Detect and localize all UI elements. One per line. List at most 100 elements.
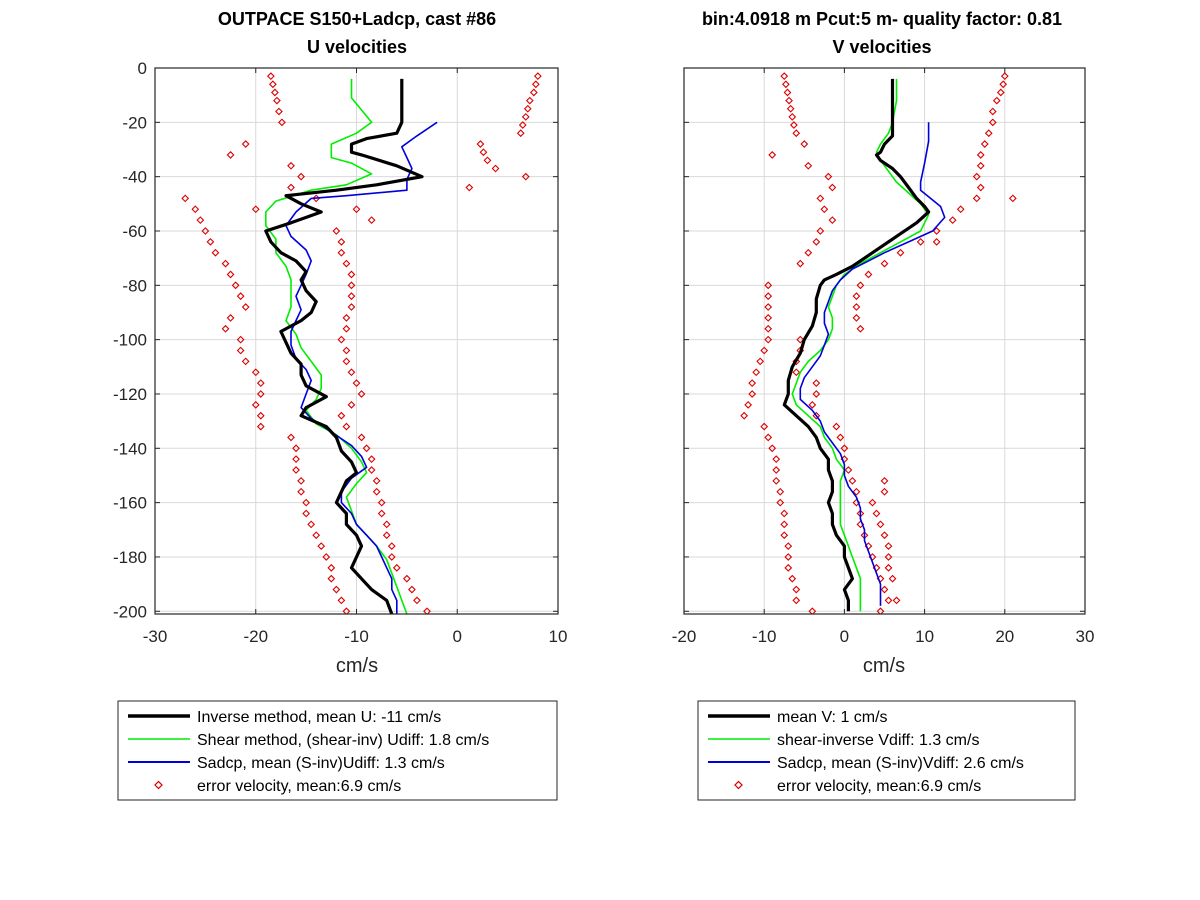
- right-panel-subtitle: V velocities: [832, 37, 931, 57]
- u-ytick-label: -20: [122, 113, 147, 132]
- v-error-velocity-point: [792, 129, 801, 138]
- v-error-velocity-point: [884, 553, 893, 561]
- u-error-velocity-point: [332, 585, 341, 594]
- u-error-velocity-point: [251, 205, 260, 214]
- u-error-velocity-point: [367, 216, 376, 225]
- v-error-velocity-point: [880, 585, 889, 594]
- u-error-velocity-point: [347, 368, 356, 377]
- v-error-velocity-point: [988, 107, 997, 116]
- u-legend-inverse-label: Inverse method, mean U: -11 cm/s: [197, 709, 441, 726]
- u-error-velocity-point: [226, 270, 235, 279]
- u-error-velocity-point: [297, 477, 305, 485]
- u-error-velocity-point: [211, 248, 220, 257]
- u-error-velocity-point: [337, 248, 346, 257]
- v-error-velocity-point: [828, 216, 837, 225]
- v-error-velocity-point: [996, 88, 1005, 97]
- u-xlabel: cm/s: [336, 655, 378, 677]
- v-axes-frame: [683, 67, 1086, 615]
- u-error-velocity-point: [525, 96, 534, 105]
- u-error-velocity-point: [256, 390, 265, 398]
- u-error-velocity-point: [387, 542, 396, 550]
- v-error-velocity-point: [884, 596, 893, 605]
- u-error-velocity-point: [479, 148, 488, 157]
- u-ytick-label: -120: [113, 385, 147, 404]
- v-error-velocity-point: [796, 335, 805, 344]
- v-error-velocity-point: [783, 88, 792, 97]
- v-error-velocity-point: [784, 542, 793, 550]
- u-error-velocity-point: [302, 509, 311, 518]
- v-error-velocity-point: [812, 237, 821, 246]
- u-error-velocity-point: [342, 357, 351, 366]
- v-error-velocity-point: [812, 379, 821, 387]
- u-error-velocity-point: [231, 281, 240, 290]
- u-error-velocity-point: [196, 216, 205, 225]
- v-error-velocity-point: [816, 227, 825, 235]
- u-error-velocity-point: [236, 335, 245, 344]
- v-error-velocity-point: [860, 531, 869, 540]
- v-error-velocity-point: [792, 585, 801, 594]
- v-error-velocity-point: [776, 498, 785, 507]
- v-error-velocity-point: [780, 509, 789, 518]
- u-error-velocity-point: [516, 129, 525, 138]
- v-error-velocity-point: [740, 411, 749, 420]
- u-plot-area: [181, 72, 542, 614]
- v-error-velocity-point: [844, 466, 853, 474]
- v-error-velocity-point: [780, 520, 789, 529]
- v-error-velocity-point: [916, 237, 925, 246]
- v-xlabel: cm/s: [863, 655, 905, 677]
- v-error-velocity-point: [788, 113, 797, 121]
- u-error-velocity-point: [533, 72, 542, 81]
- v-error-velocity-point: [852, 487, 861, 496]
- u-error-velocity-point: [529, 88, 538, 97]
- v-error-velocity-point: [976, 183, 985, 192]
- u-error-velocity-point: [221, 259, 230, 268]
- u-error-velocity-point: [266, 72, 275, 81]
- u-error-velocity-point: [322, 553, 331, 561]
- u-ticks: -30 -20 -10 0 100-20-40-60-80-100-120-140-16…: [113, 59, 567, 646]
- u-error-velocity-point: [292, 444, 300, 453]
- u-error-velocity-point: [275, 107, 283, 116]
- u-error-velocity-point: [191, 205, 200, 214]
- v-error-velocity-point: [785, 96, 793, 105]
- u-error-velocity-point: [521, 172, 530, 181]
- v-error-velocity-point: [756, 357, 765, 366]
- u-error-velocity-point: [206, 237, 215, 246]
- v-grid: [684, 68, 1085, 614]
- u-error-velocity-point: [251, 400, 260, 409]
- u-error-velocity-point: [372, 487, 381, 496]
- v-xtick-label: 30: [1076, 627, 1095, 646]
- v-error-velocity-point: [784, 553, 793, 561]
- v-error-velocity-point: [1000, 72, 1009, 81]
- u-error-velocity-point: [342, 422, 351, 431]
- u-error-velocity-point: [287, 183, 295, 192]
- u-xtick-label: -30: [143, 627, 168, 646]
- v-error-velocity-point: [856, 281, 865, 290]
- left-panel-title: OUTPACE S150+Ladcp, cast #86: [218, 9, 496, 29]
- v-error-velocity-point: [864, 270, 873, 279]
- u-error-velocity-point: [531, 80, 540, 89]
- u-error-velocity-point: [357, 433, 366, 442]
- right-panel-title: bin:4.0918 m Pcut:5 m- quality factor: 0…: [702, 9, 1062, 29]
- u-error-velocity-point: [201, 227, 210, 235]
- v-xtick-label: 0: [840, 627, 849, 646]
- v-shear-line: [791, 78, 930, 612]
- v-error-velocity-point: [760, 346, 769, 355]
- u-error-velocity-point: [518, 121, 527, 129]
- v-error-velocity-point: [876, 520, 885, 529]
- u-error-velocity-point: [236, 346, 245, 355]
- u-error-velocity-point: [476, 140, 485, 148]
- v-error-velocity-point: [764, 433, 773, 442]
- v-error-velocity-point: [764, 281, 773, 290]
- v-error-velocity-point: [804, 161, 813, 170]
- u-error-velocity-point: [297, 172, 305, 181]
- v-error-velocity-point: [852, 314, 861, 322]
- u-ytick-label: -200: [113, 602, 147, 621]
- v-error-velocity-point: [760, 422, 769, 431]
- v-error-velocity-point: [764, 314, 773, 322]
- u-error-velocity-point: [317, 542, 326, 550]
- v-error-velocity-point: [868, 498, 877, 507]
- u-inverse-line: [264, 78, 424, 614]
- u-error-velocity-point: [337, 335, 346, 344]
- v-xtick-label: 10: [915, 627, 934, 646]
